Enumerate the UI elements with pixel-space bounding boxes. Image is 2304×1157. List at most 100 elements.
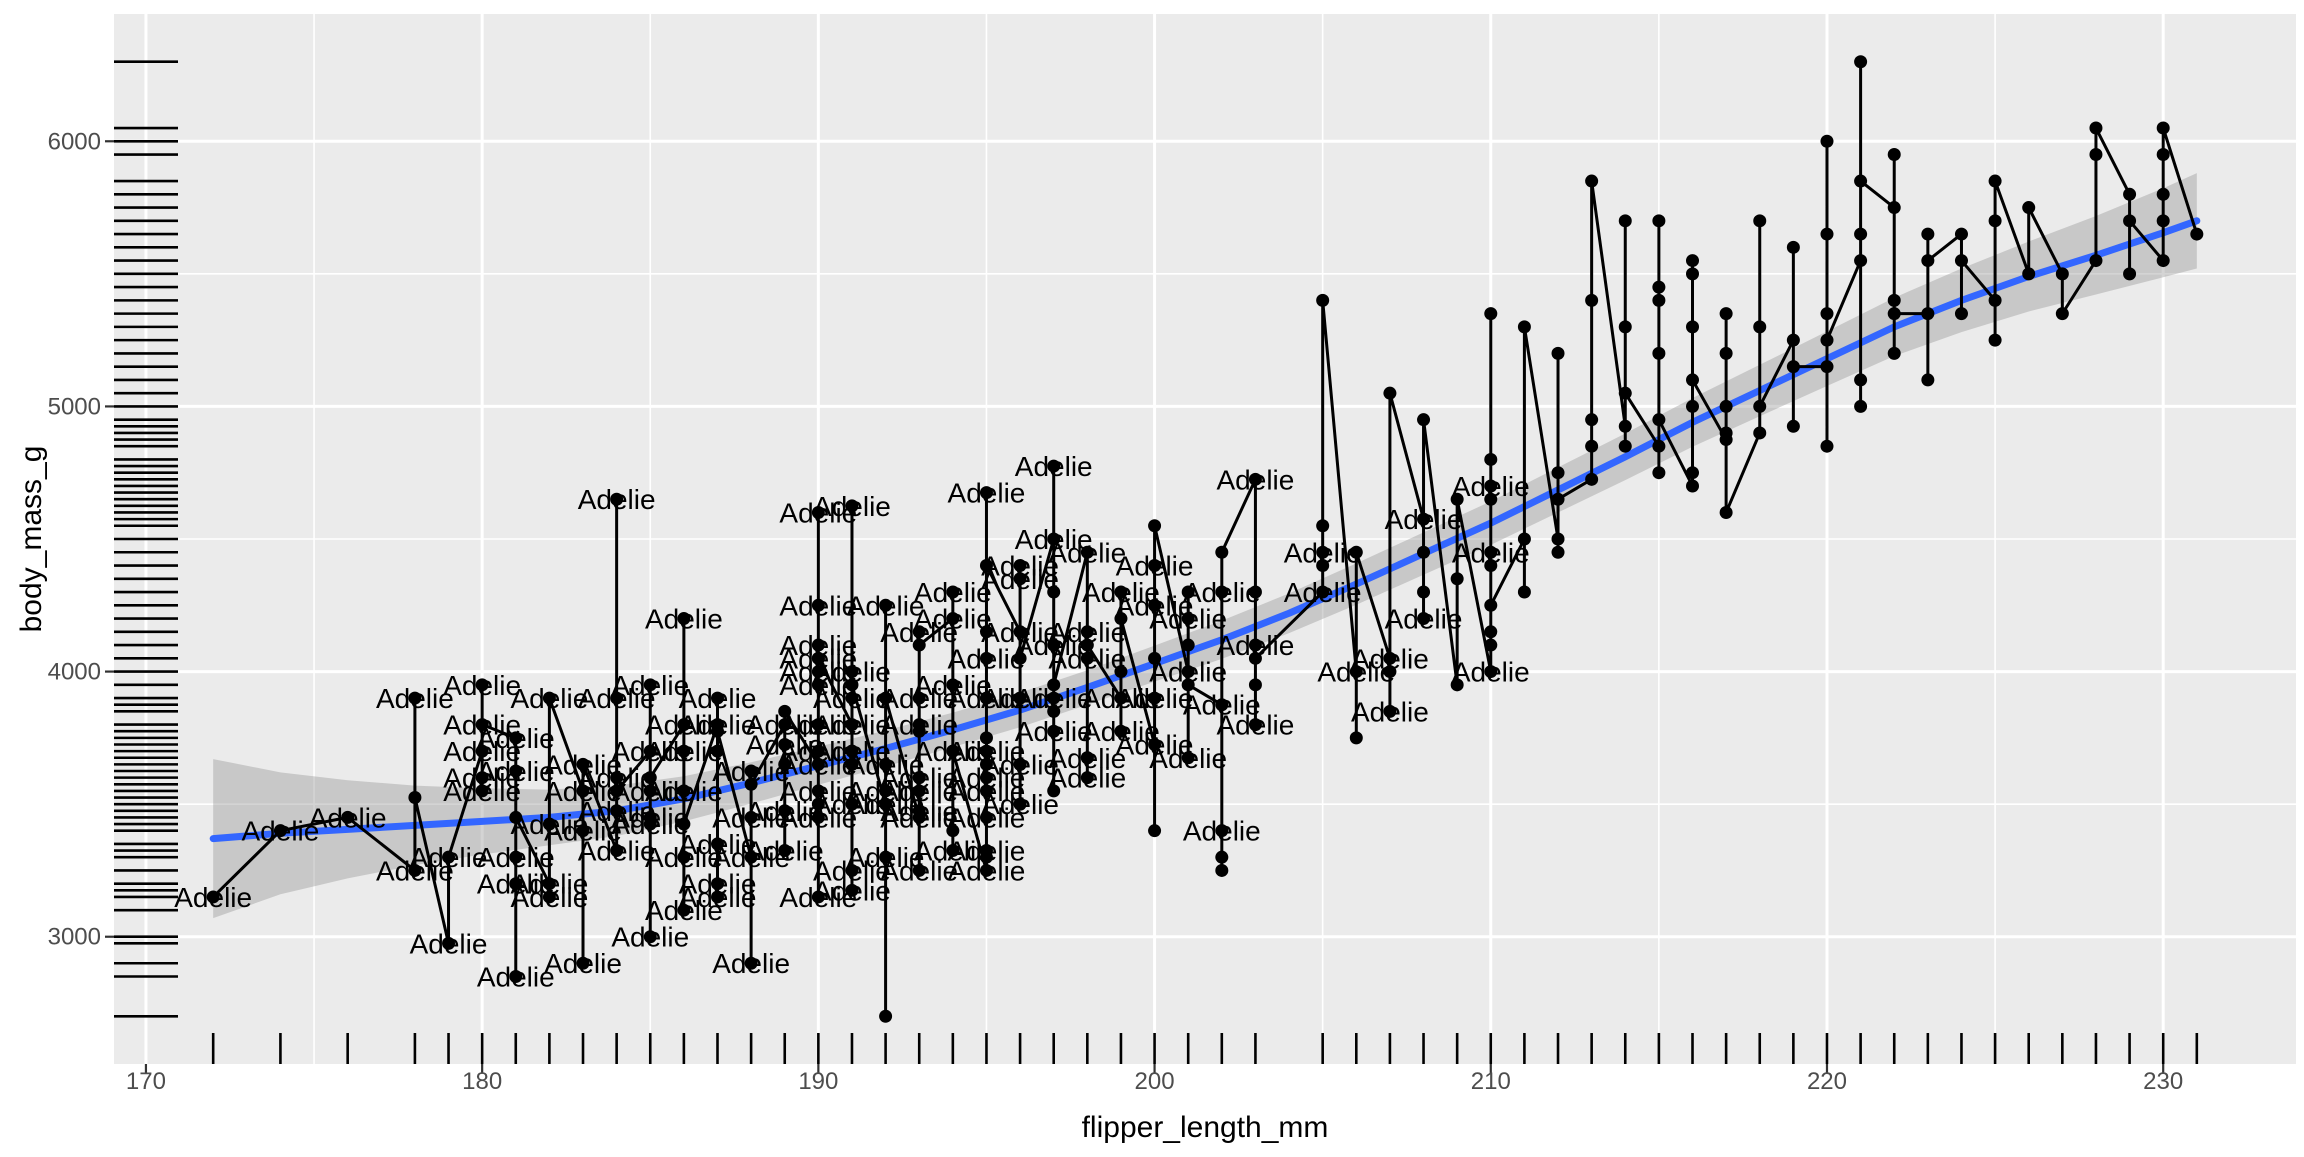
point-label: Adelie [679,829,757,860]
data-point [811,678,825,692]
data-point [1686,479,1700,493]
point-label: Adelie [948,478,1026,509]
data-point [979,731,993,745]
point-label: Adelie [1385,504,1463,535]
point-label: Adelie [1082,716,1160,747]
data-point [1551,346,1565,360]
data-point [677,850,691,864]
point-label: Adelie [578,836,656,867]
data-point [1753,426,1767,440]
point-label: Adelie [611,776,689,807]
data-point [1484,452,1498,466]
data-point [2156,148,2170,162]
data-point [1248,678,1262,692]
data-point [2089,254,2103,268]
point-label: Adelie [510,683,588,714]
data-point [509,877,523,891]
data-point [475,784,489,798]
point-label: Adelie [914,736,992,767]
data-point [1148,824,1162,838]
data-point [1181,678,1195,692]
data-point [408,691,422,705]
point-label: Adelie [813,657,891,688]
point-label: Adelie [813,491,891,522]
point-label: Adelie [746,710,824,741]
point-label: Adelie [679,882,757,913]
data-point [1349,731,1363,745]
point-label: Adelie [847,789,925,820]
data-point [1719,505,1733,519]
data-point [1551,545,1565,559]
data-point [946,585,960,599]
data-point [946,612,960,626]
data-point [1215,698,1229,712]
point-label: Adelie [1149,743,1227,774]
data-point [1148,519,1162,533]
data-point [1551,492,1565,506]
data-point [1719,399,1733,413]
data-point [979,771,993,785]
data-point [1921,307,1935,321]
data-point [1047,784,1061,798]
data-point [509,970,523,983]
data-point [542,890,556,904]
data-point [811,651,825,665]
data-point [610,691,624,705]
x-axis-title: flipper_length_mm [1082,1111,1329,1144]
point-label: Adelie [645,842,723,873]
data-point [1618,214,1632,228]
data-point [912,724,926,738]
data-point [1417,612,1431,626]
data-point [1820,227,1834,241]
data-point [879,1009,893,1023]
point-label: Adelie [813,736,891,767]
data-point [1383,651,1397,665]
data-point [811,744,825,758]
data-point [1484,665,1498,679]
data-point [1618,320,1632,334]
data-point [341,810,355,824]
data-point [1484,479,1498,493]
point-label: Adelie [746,729,824,760]
data-point [1248,638,1262,652]
data-point [677,744,691,758]
point-label: Adelie [779,643,857,674]
data-point [811,638,825,652]
data-point [643,744,657,758]
point-label: Adelie [611,736,689,767]
point-label: Adelie [981,683,1059,714]
point-label: Adelie [1015,451,1093,482]
data-point [1215,850,1229,864]
x-tick-label: 220 [1807,1068,1847,1095]
point-label: Adelie [779,670,857,701]
point-label: Adelie [1048,743,1126,774]
data-point [1248,718,1262,732]
point-label: Adelie [948,736,1026,767]
point-label: Adelie [443,736,521,767]
data-point [778,804,792,818]
point-label: Adelie [477,962,555,993]
point-label: Adelie [1015,524,1093,555]
point-label: Adelie [779,882,857,913]
data-point [845,691,859,705]
data-point [1417,413,1431,427]
data-point [1484,598,1498,612]
point-label: Adelie [981,789,1059,820]
data-point [1652,346,1666,360]
data-point [946,824,960,838]
data-point [744,777,758,791]
data-point [1887,307,1901,321]
data-point [710,837,724,851]
point-label: Adelie [1048,537,1126,568]
point-label: Adelie [309,802,387,833]
data-point [542,877,556,891]
point-labels: AdelieAdelieAdelieAdelieAdelieAdelieAdel… [174,451,1529,992]
point-label: Adelie [1116,683,1194,714]
data-point [475,718,489,732]
data-point [1820,134,1834,148]
data-point [912,638,926,652]
data-point [1988,214,2002,228]
point-label: Adelie [1284,537,1362,568]
y-tick-label: 5000 [48,393,101,420]
